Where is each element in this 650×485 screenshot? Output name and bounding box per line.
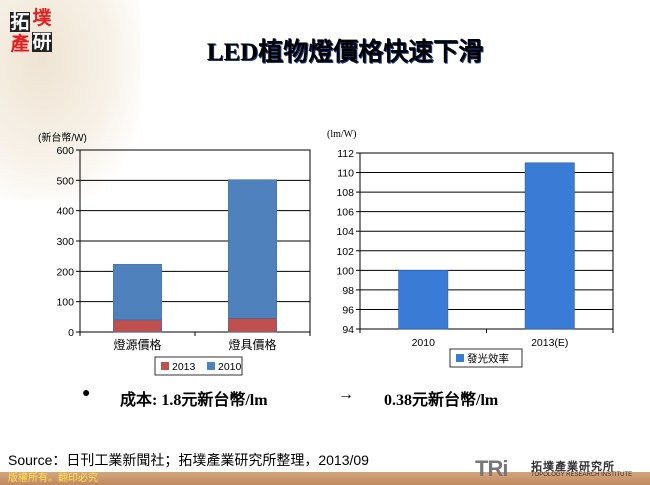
page-title: LED植物燈價格快速下滑 xyxy=(206,39,484,66)
x-tick-label: 燈源價格 xyxy=(113,337,161,352)
tri-mark: TRi xyxy=(475,456,508,481)
y-tick-label: 98 xyxy=(342,285,354,297)
legend xyxy=(154,356,243,376)
logo-char: 墣 xyxy=(32,7,52,29)
y-tick-label: 100 xyxy=(56,297,74,309)
y-tick-label: 94 xyxy=(342,324,354,336)
y-tick-label: 96 xyxy=(342,304,354,316)
x-tick-label: 2013(E) xyxy=(531,337,568,349)
copyright-text: 版權所有。翻印必究 xyxy=(8,473,98,484)
bar-2010 xyxy=(228,179,277,319)
left-chart: 0 100 200 300 400 500 600 燈源價格 燈具價格 2013 2010 xyxy=(56,145,311,376)
y-tick-label: 106 xyxy=(336,207,354,219)
arrow-icon: → xyxy=(338,386,354,403)
y-tick-label: 104 xyxy=(336,226,354,238)
legend-label-2013: 2013 xyxy=(172,361,196,373)
y-tick-label: 300 xyxy=(56,236,74,248)
bar-發光效率 xyxy=(398,270,449,330)
legend-swatch-發光效率 xyxy=(456,354,464,362)
legend xyxy=(449,348,523,368)
legend-label-發光效率: 發光效率 xyxy=(467,352,509,365)
y-tick-label: 600 xyxy=(56,145,74,157)
y-tick-label: 102 xyxy=(336,246,354,258)
bar-2010 xyxy=(113,264,162,321)
source-note: Source：日刊工業新聞社；拓墣產業研究所整理，2013/09 xyxy=(8,452,369,468)
background-map xyxy=(0,0,140,200)
y-tick-label: 110 xyxy=(337,168,354,180)
legend-swatch-2010 xyxy=(207,362,215,370)
bar-2013 xyxy=(113,319,162,333)
y-tick-label: 100 xyxy=(336,265,354,277)
right-chart-ylabel: (lm/W) xyxy=(327,129,357,140)
y-tick-label: 112 xyxy=(337,148,354,160)
y-tick-label: 400 xyxy=(56,206,74,218)
left-chart-ylabel: (新台幣/W) xyxy=(38,133,87,144)
plot-area xyxy=(359,152,614,330)
x-tick-label: 2010 xyxy=(412,337,436,349)
logo-char: 產 xyxy=(10,33,30,55)
legend-label-2010: 2010 xyxy=(218,361,242,373)
y-tick-label: 500 xyxy=(56,175,74,187)
tri-name: 拓墣產業研究所 xyxy=(531,461,615,473)
logo-char: 研 xyxy=(32,31,52,53)
bullet-cost-after: 0.38元新台幣/lm xyxy=(384,392,499,409)
y-tick-label: 0 xyxy=(68,327,74,339)
x-tick-label: 燈具價格 xyxy=(228,337,276,352)
bullet-cost-before: 成本: 1.8元新台幣/lm xyxy=(120,392,268,409)
bullet-icon: ● xyxy=(82,386,91,401)
footer-bar xyxy=(0,472,650,485)
y-tick-label: 108 xyxy=(336,187,354,199)
y-tick-label: 200 xyxy=(56,266,74,278)
legend-swatch-2013 xyxy=(161,362,169,370)
bar-2013 xyxy=(228,318,277,333)
logo: 拓 墣 產 研 xyxy=(8,8,52,56)
tri-sub: TOPOLOGY RESEARCH INSTITUTE xyxy=(531,472,633,478)
right-chart: 94 96 98 100 102 104 106 108 110 112 2010 2013(E) 發光… xyxy=(336,148,614,368)
logo-char: 拓 xyxy=(10,11,30,33)
bar-發光效率 xyxy=(524,162,575,330)
